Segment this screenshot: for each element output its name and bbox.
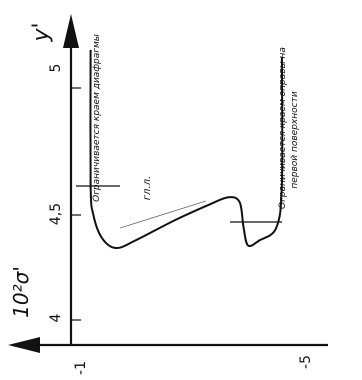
horizontal-axis-arrow [8, 337, 40, 353]
annotation-gll: гл.л. [142, 176, 153, 200]
chief-ray-line [119, 200, 207, 229]
tick-label-4: 4 [48, 313, 64, 322]
curve-layer [89, 49, 284, 250]
annotation-diaphragm: Ограничивается краем диафрагмы [92, 34, 102, 202]
annotation-rim-line2: первой поверхности [290, 91, 300, 189]
y-prime-axis-label: y' [29, 22, 54, 42]
annotation-rim-line1: Ограничивается краем оправы на [278, 47, 288, 209]
sigma-axis-label: 10²σ' [9, 266, 33, 318]
vertical-axis-arrow [63, 14, 79, 48]
tick-label-5: 5 [48, 64, 64, 73]
tick-label-minus-5: -5 [298, 355, 314, 369]
tick-label-4-5: 4,5 [48, 203, 64, 225]
series-line [89, 49, 284, 250]
tick-label-minus-1: -1 [73, 361, 89, 375]
